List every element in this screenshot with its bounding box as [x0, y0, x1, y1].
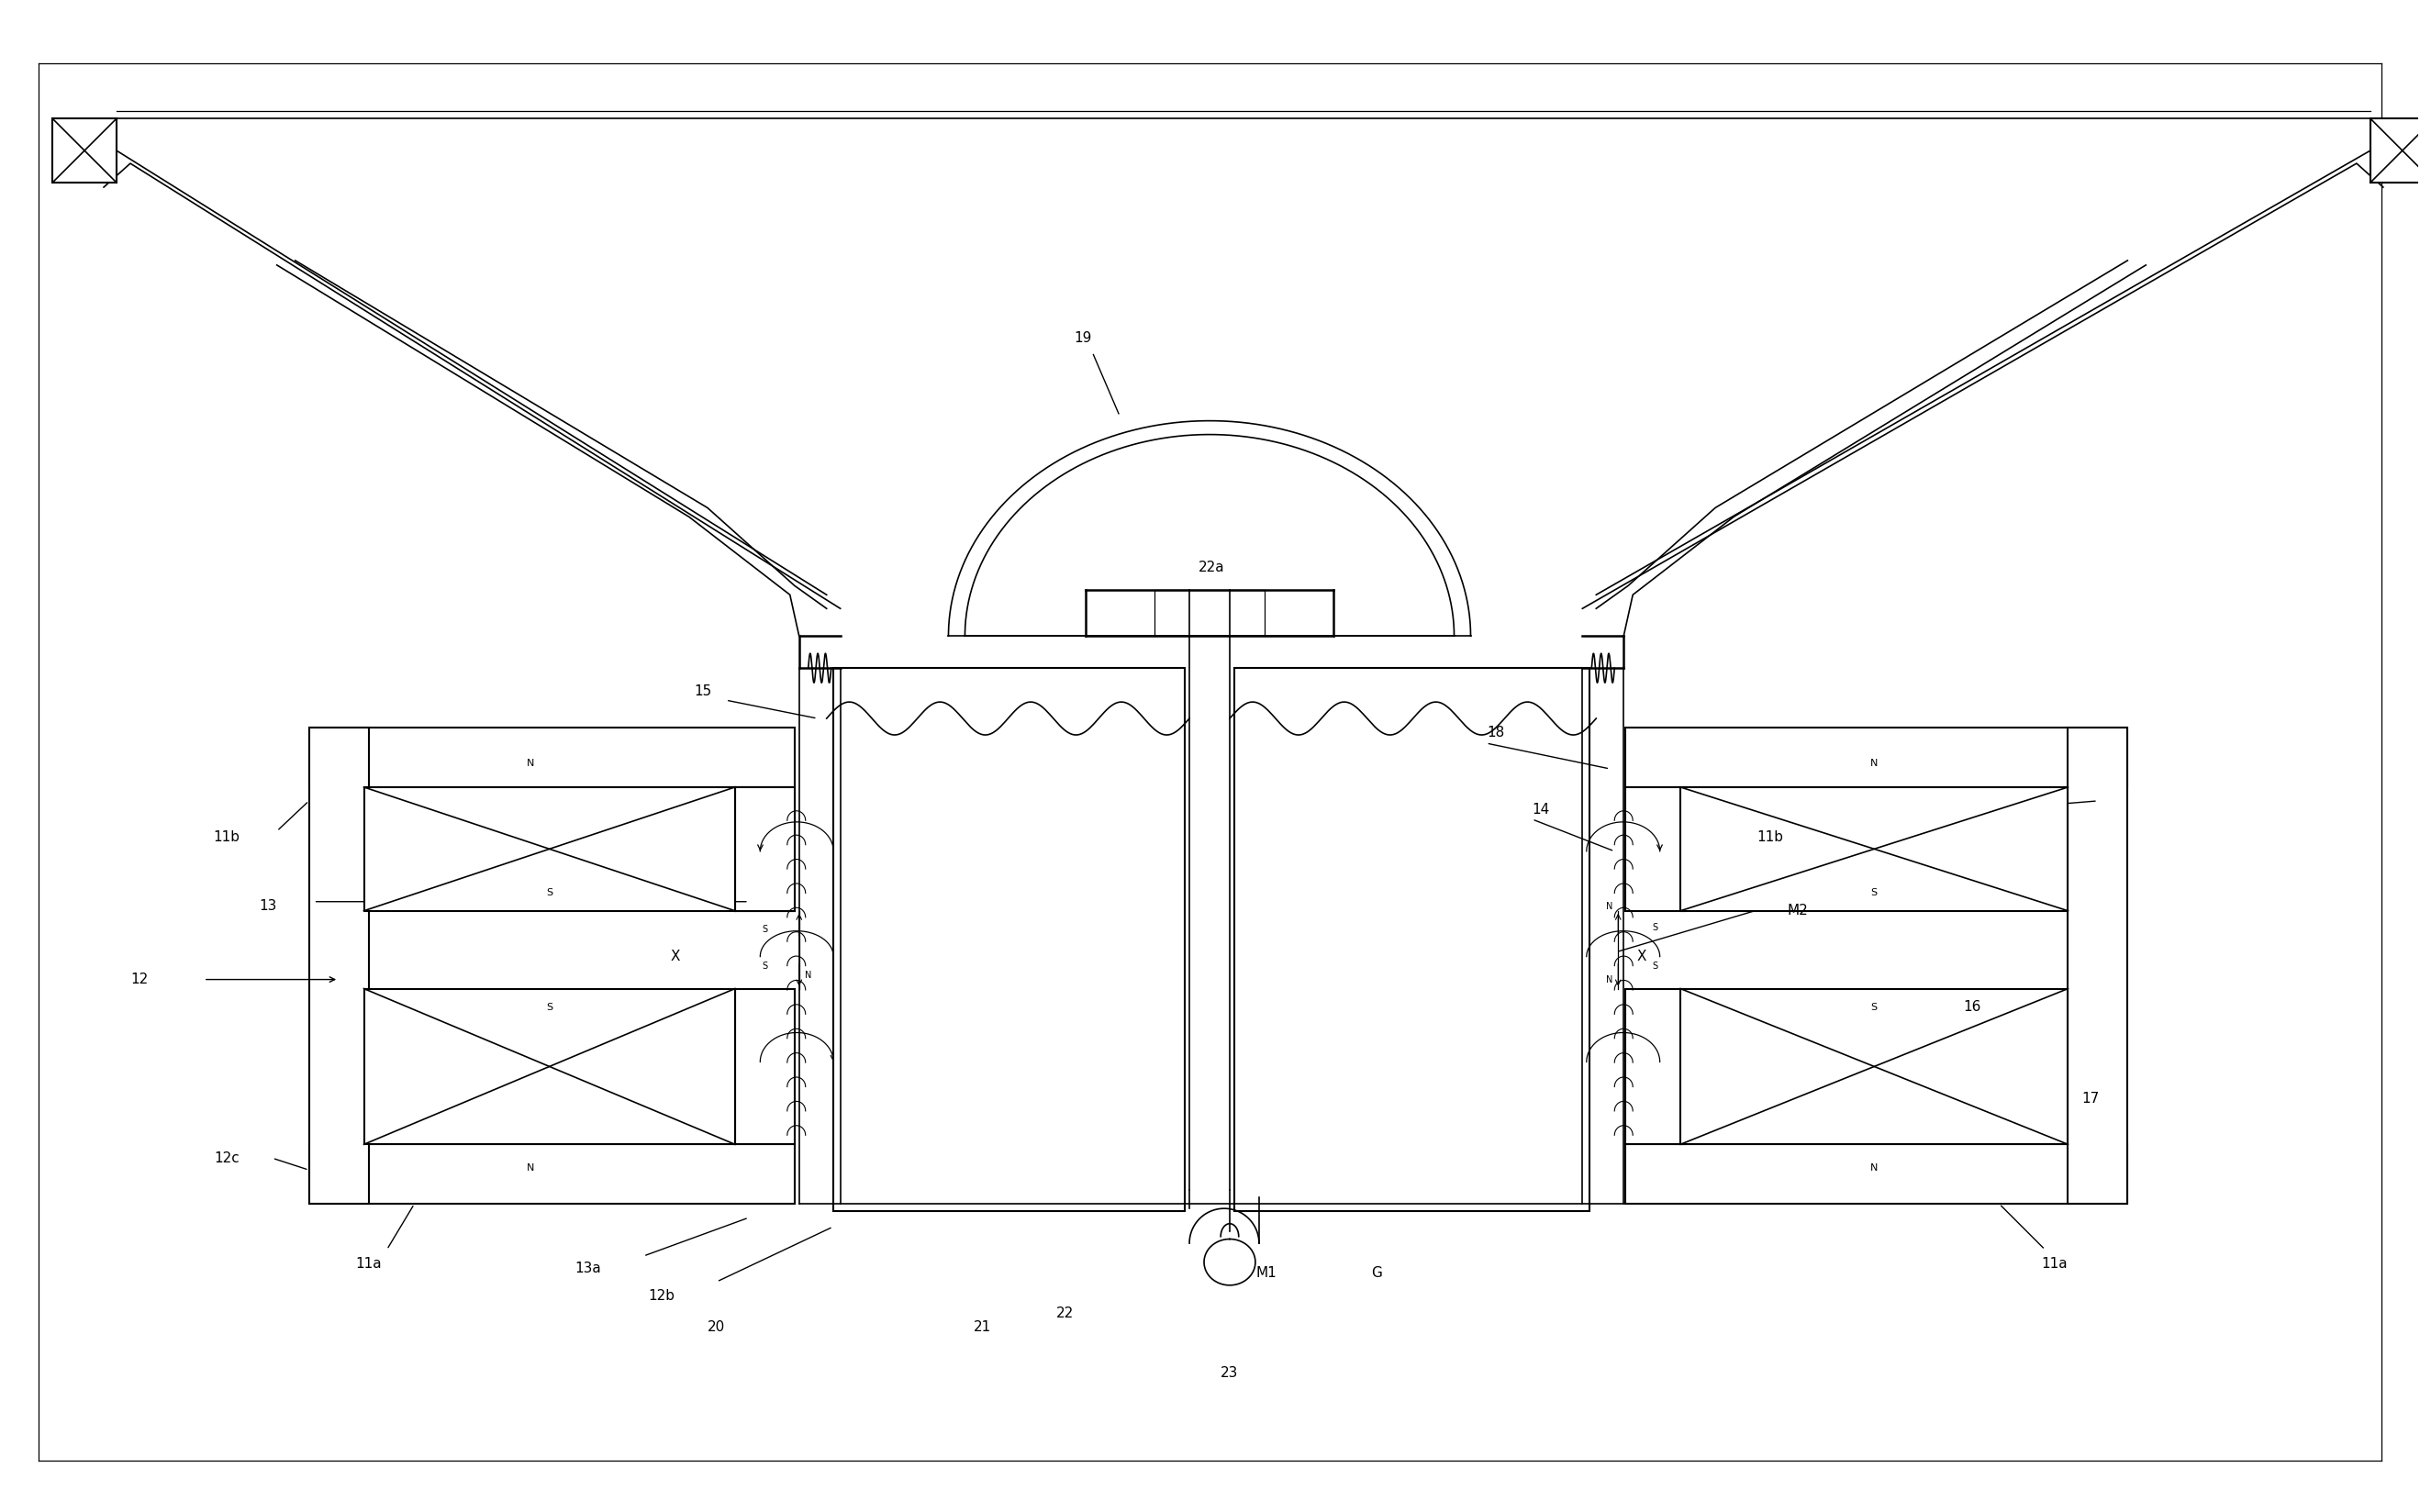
Text: 11a: 11a	[2040, 1256, 2067, 1270]
Text: S: S	[762, 962, 767, 971]
Text: N: N	[528, 759, 535, 768]
Text: 12b: 12b	[649, 1288, 675, 1302]
Text: N: N	[806, 971, 811, 980]
Text: 20: 20	[707, 1320, 726, 1335]
Text: 14: 14	[1532, 803, 1551, 816]
Text: 11a: 11a	[356, 1256, 382, 1270]
Text: S: S	[547, 888, 552, 897]
Bar	[1679, 788, 2069, 910]
Bar	[1234, 668, 1590, 1211]
Text: 13: 13	[259, 900, 276, 913]
Bar	[310, 1145, 794, 1204]
Text: N: N	[1871, 759, 1878, 768]
Text: S: S	[1653, 962, 1658, 971]
Text: 21: 21	[973, 1320, 992, 1335]
Bar	[832, 668, 1186, 1211]
Text: S: S	[1871, 888, 1878, 897]
Text: 15: 15	[695, 683, 711, 699]
Bar	[2369, 118, 2420, 183]
Bar	[310, 727, 368, 1204]
Text: 18: 18	[1486, 726, 1505, 739]
Text: 22: 22	[1055, 1306, 1074, 1320]
Text: 11b: 11b	[213, 830, 240, 844]
Text: 12c: 12c	[213, 1151, 240, 1164]
Text: M2: M2	[1788, 904, 1808, 918]
Bar	[1626, 788, 1684, 910]
Text: 13a: 13a	[576, 1261, 603, 1275]
Text: N: N	[528, 1164, 535, 1173]
Text: S: S	[762, 924, 767, 934]
Bar	[363, 989, 736, 1145]
Text: S: S	[1653, 922, 1658, 931]
Bar	[1626, 989, 1684, 1145]
Bar	[53, 118, 116, 183]
Text: S: S	[1871, 1002, 1878, 1012]
Bar	[2069, 727, 2127, 1204]
Bar	[363, 788, 736, 910]
Text: 11b: 11b	[1757, 830, 1784, 844]
Text: 17: 17	[2081, 1092, 2101, 1105]
Bar	[1679, 989, 2069, 1145]
Text: 23: 23	[1220, 1367, 1239, 1380]
Text: 22a: 22a	[1198, 561, 1225, 575]
Text: X: X	[670, 950, 680, 963]
Text: M1: M1	[1256, 1266, 1278, 1279]
Text: N: N	[1604, 901, 1612, 910]
Text: 16: 16	[1963, 999, 1980, 1015]
Bar	[736, 989, 794, 1145]
Text: 12: 12	[131, 972, 148, 986]
Bar	[1626, 727, 2127, 788]
Text: N: N	[1871, 1164, 1878, 1173]
Text: N: N	[1604, 975, 1612, 984]
Bar	[310, 727, 794, 788]
Text: G: G	[1370, 1266, 1382, 1279]
Text: X: X	[1638, 950, 1646, 963]
Bar	[1626, 1145, 2127, 1204]
Bar	[736, 788, 794, 910]
Text: 19: 19	[1074, 331, 1091, 345]
Bar	[736, 788, 794, 910]
Text: S: S	[547, 1002, 552, 1012]
